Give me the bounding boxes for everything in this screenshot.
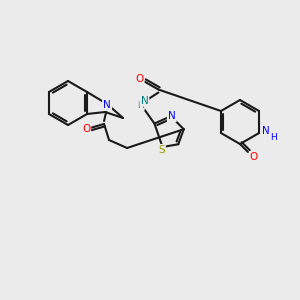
Text: O: O [250,152,258,162]
Text: N: N [103,100,111,110]
Text: O: O [82,124,90,134]
Text: S: S [158,145,165,155]
Text: N: N [262,126,270,136]
Text: N: N [168,111,176,121]
Text: O: O [135,74,144,83]
Text: N: N [141,95,148,106]
Text: H: H [137,101,144,110]
Text: H: H [270,133,276,142]
